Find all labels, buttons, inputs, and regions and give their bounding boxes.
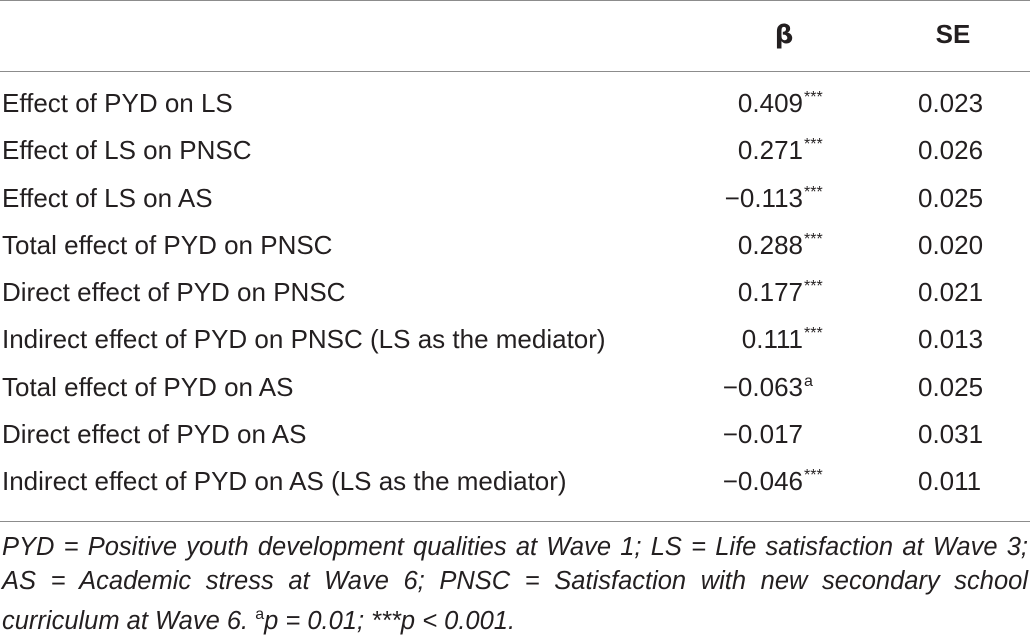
table-row: Direct effect of PYD on PNSC 0.177*** 0.… [0,273,1030,320]
beta-value: 0.409 [737,88,803,118]
row-label: Total effect of PYD on AS [2,371,294,402]
row-se: 0.025 [918,371,984,402]
beta-significance: *** [804,183,823,201]
row-beta: −0.046*** [707,466,847,497]
beta-significance: a [804,372,813,390]
row-beta: 0.271*** [707,135,847,166]
beta-significance: *** [804,230,823,248]
row-label: Indirect effect of PYD on AS (LS as the … [2,466,567,497]
row-beta: 0.409*** [707,88,847,119]
row-se: 0.025 [918,182,984,213]
table-row: Total effect of PYD on PNSC 0.288*** 0.0… [0,226,1030,273]
beta-value: 0.288 [737,229,803,260]
table-header: β SE [0,0,1030,71]
beta-value: −0.017 [722,419,803,450]
footnote-marker-a: a [255,606,265,623]
row-se: 0.026 [918,135,984,166]
row-label: Direct effect of PYD on AS [2,419,307,450]
row-beta: −0.113*** [707,183,847,214]
table-row: Effect of LS on AS −0.113*** 0.025 [0,179,1030,226]
row-label: Direct effect of PYD on PNSC [2,277,346,308]
table-row: Effect of PYD on LS 0.409*** 0.023 [0,84,1030,131]
beta-value: 0.177 [737,277,803,308]
beta-significance: *** [804,467,823,485]
row-label: Effect of LS on PNSC [2,135,252,166]
row-se: 0.031 [918,419,984,450]
table-row: Total effect of PYD on AS −0.063a 0.025 [0,368,1030,415]
row-beta: −0.017 [707,419,847,450]
row-label: Effect of LS on AS [2,182,213,213]
beta-value: −0.063 [722,371,803,402]
beta-value: 0.271 [737,135,803,166]
beta-value: −0.113 [724,182,803,213]
row-beta: −0.063a [707,372,847,403]
row-label: Effect of PYD on LS [2,88,233,118]
table-row: Direct effect of PYD on AS −0.017 0.031 [0,415,1030,462]
beta-value: −0.046 [722,466,803,497]
row-beta: 0.111*** [707,324,847,355]
row-label: Indirect effect of PYD on PNSC (LS as th… [2,324,606,355]
table-row: Indirect effect of PYD on PNSC (LS as th… [0,320,1030,367]
table-row: Indirect effect of PYD on AS (LS as the … [0,462,1030,509]
row-se: 0.011 [918,466,982,497]
beta-significance: *** [804,136,823,154]
table-footnote: PYD = Positive youth development qualiti… [2,530,1028,638]
column-header-se: SE [935,19,971,49]
beta-value: 0.111 [741,324,803,355]
beta-significance: *** [804,278,823,296]
footnote-abbreviations: PYD = Positive youth development qualiti… [2,533,1028,635]
table-top-rule [0,0,1030,1]
table-body: Effect of PYD on LS 0.409*** 0.023 Effec… [0,84,1030,510]
table-bottom-rule [0,521,1030,522]
row-se: 0.021 [918,277,984,308]
row-beta: 0.177*** [707,277,847,308]
footnote-significance: p = 0.01; ***p < 0.001. [264,607,516,635]
row-label: Total effect of PYD on PNSC [2,229,333,260]
column-header-beta: β [774,20,794,50]
beta-significance: *** [804,325,823,343]
table-row: Effect of LS on PNSC 0.271*** 0.026 [0,131,1030,178]
table-header-rule [0,71,1030,72]
row-beta: 0.288*** [707,230,847,261]
row-se: 0.020 [918,229,984,260]
row-se: 0.013 [918,324,984,355]
row-se: 0.023 [918,88,984,118]
beta-significance: *** [804,89,823,106]
